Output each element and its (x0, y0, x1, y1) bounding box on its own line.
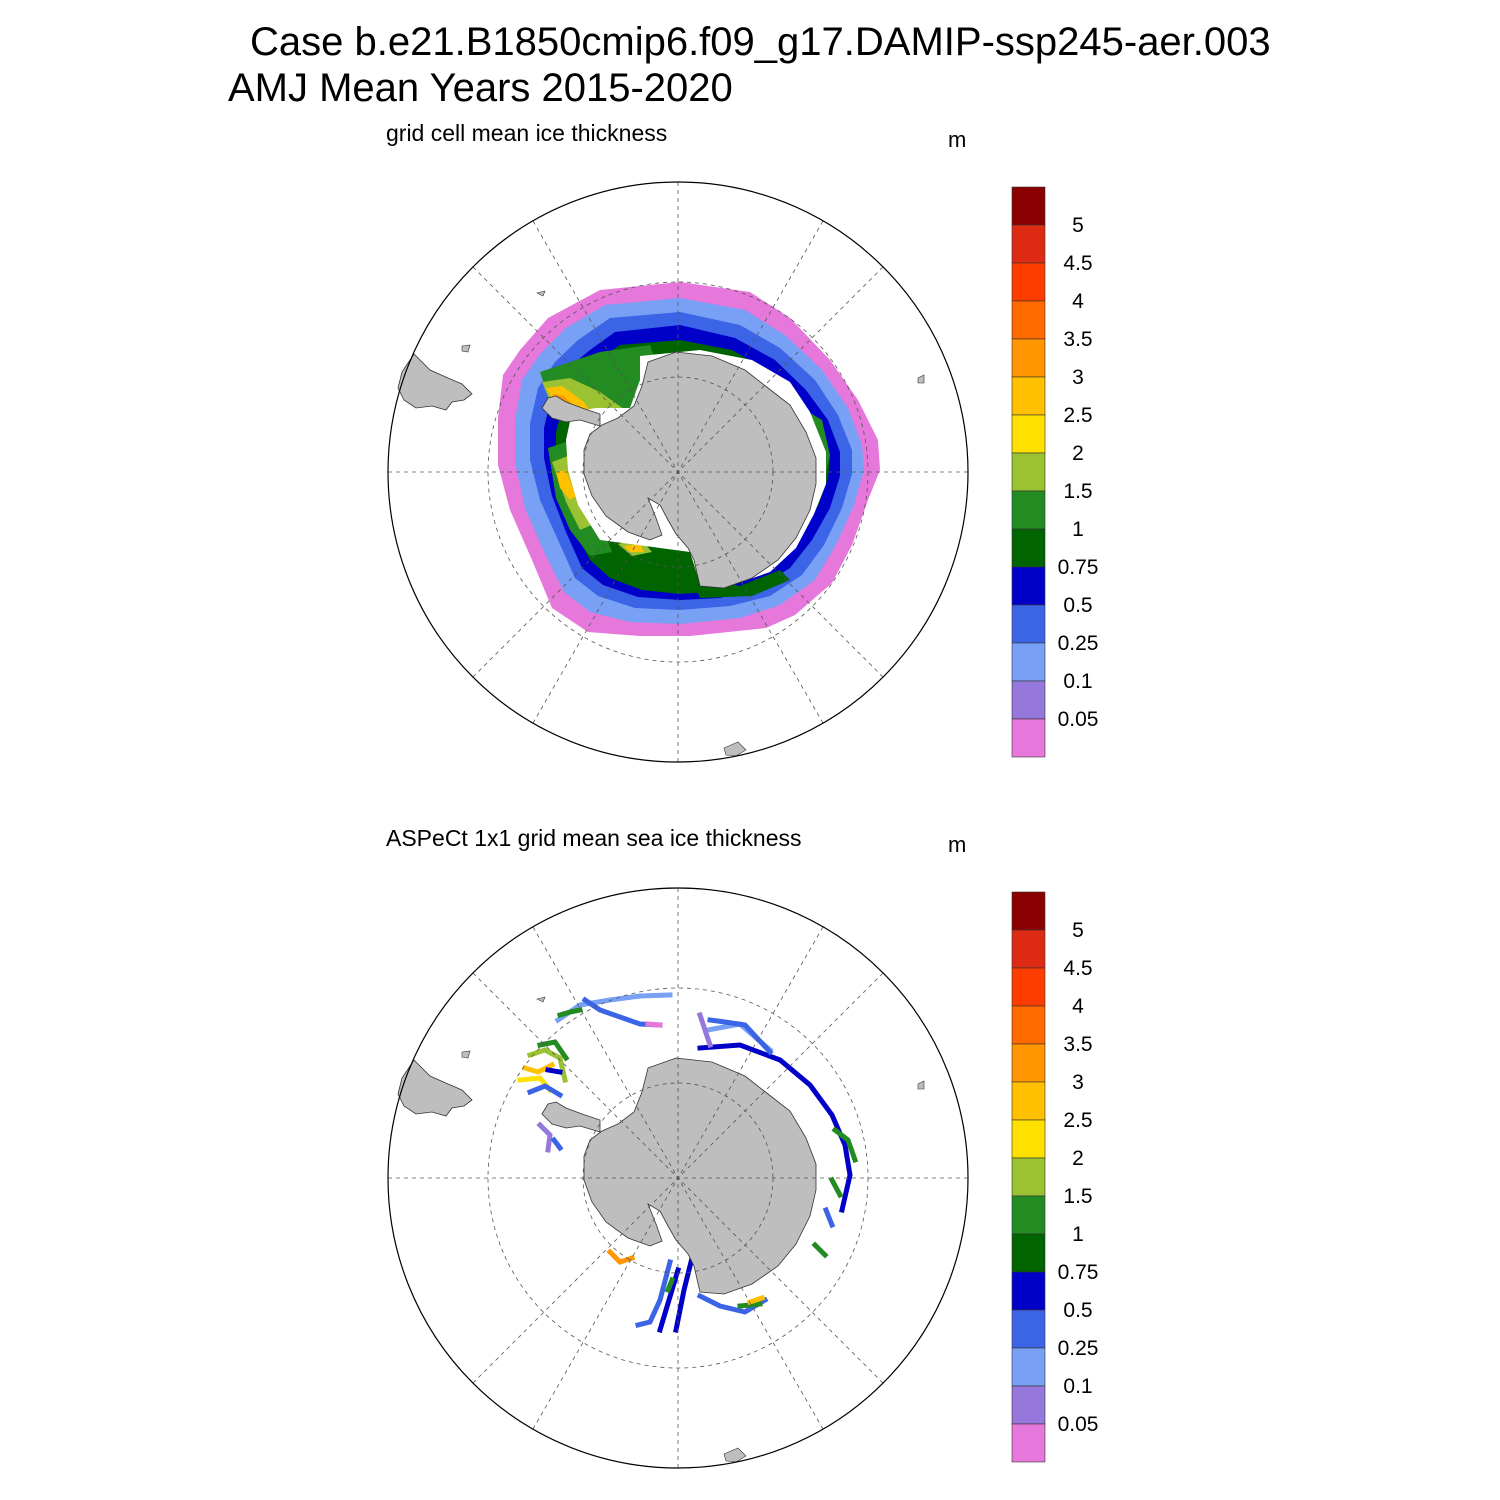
figure-title-period: AMJ Mean Years 2015-2020 (228, 66, 733, 110)
island-south-georgia-obs (536, 996, 546, 1003)
panel1-colorbar-label: 0.75 (1058, 556, 1099, 579)
panel2-colorbar-label: 3 (1072, 1071, 1084, 1094)
panel2-colorbar-label: 5 (1072, 919, 1084, 942)
panel1-colorbar-label: 5 (1072, 214, 1084, 237)
panel1-colorbar-swatch-12 (1011, 642, 1046, 682)
island-south-georgia (536, 290, 546, 297)
panel2-colorbar-swatch-14 (1011, 1423, 1046, 1463)
panel2-colorbar-label: 4 (1072, 995, 1084, 1018)
panel2-colorbar-swatch-8 (1011, 1195, 1046, 1235)
panel1-colorbar-swatch-7 (1011, 452, 1046, 492)
panel2-colorbar-label: 0.5 (1063, 1299, 1092, 1322)
panel1-colorbar-label: 2 (1072, 442, 1084, 465)
panel1-colorbar-label: 1.5 (1063, 480, 1092, 503)
panel1-colorbar-label: 1 (1072, 518, 1084, 541)
panel1-colorbar-swatch-9 (1011, 528, 1046, 568)
obs-track-east-antarctica (696, 1011, 859, 1259)
panel1-colorbar-swatch-1 (1011, 224, 1046, 264)
panel2-map-border (387, 887, 969, 1469)
south-america-landmass (397, 353, 473, 411)
panel2-colorbar-label: 4.5 (1063, 957, 1092, 980)
panel2-colorbar-swatch-6 (1011, 1119, 1046, 1159)
panel2-colorbar-swatch-1 (1011, 929, 1046, 969)
panel1-colorbar-label: 3.5 (1063, 328, 1092, 351)
panel2-colorbar-swatch-9 (1011, 1233, 1046, 1273)
panel2-colorbar-swatch-5 (1011, 1081, 1046, 1121)
panel1-colorbar-label: 0.5 (1063, 594, 1092, 617)
panel2-map (387, 887, 969, 1469)
panel2-colorbar-label: 0.1 (1063, 1375, 1092, 1398)
panel1-colorbar-swatch-2 (1011, 262, 1046, 302)
panel1-colorbar-label: 4.5 (1063, 252, 1092, 275)
panel2-colorbar-swatch-4 (1011, 1043, 1046, 1083)
panel2-colorbar-swatch-13 (1011, 1385, 1046, 1425)
panel1-colorbar: 5 4.5 4 3.5 3 2.5 2 1.5 1 0.75 0.5 0.25 0.1 0.05 (1011, 186, 1099, 758)
panel1-colorbar-swatch-11 (1011, 604, 1046, 644)
panel2-colorbar-swatch-12 (1011, 1347, 1046, 1387)
panel2-colorbar-label: 2 (1072, 1147, 1084, 1170)
panel2-colorbar-label: 1.5 (1063, 1185, 1092, 1208)
island-falklands (461, 344, 471, 353)
panel2-graticule (388, 888, 968, 1468)
ice-east-0.75 (690, 570, 790, 598)
panel1-colorbar-label: 0.1 (1063, 670, 1092, 693)
panel2-colorbar-label: 0.05 (1058, 1413, 1099, 1436)
panel1-colorbar-swatch-8 (1011, 490, 1046, 530)
panel2-colorbar-label: 0.75 (1058, 1261, 1099, 1284)
panel2-colorbar-swatch-10 (1011, 1271, 1046, 1311)
panel1-colorbar-label: 4 (1072, 290, 1084, 313)
island-new-zealand-south-obs (723, 1447, 747, 1463)
panel1-map (387, 181, 969, 763)
island-new-zealand-south (723, 741, 747, 757)
panel2-colorbar-label: 3.5 (1063, 1033, 1092, 1056)
panel1-title: grid cell mean ice thickness (386, 120, 668, 146)
panel1-colorbar-swatch-4 (1011, 338, 1046, 378)
obs-track-weddell (517, 992, 673, 1153)
panel1-colorbar-label: 0.05 (1058, 708, 1099, 731)
panel1-colorbar-label: 3 (1072, 366, 1084, 389)
panel2-colorbar-label: 2.5 (1063, 1109, 1092, 1132)
antarctica-landmass (583, 351, 817, 589)
panel2-colorbar-swatch-0 (1011, 891, 1046, 931)
panel2-colorbar: 5 4.5 4 3.5 3 2.5 2 1.5 1 0.75 0.5 0.25 0.1 0.05 (1011, 891, 1099, 1463)
south-america-landmass-obs (397, 1059, 473, 1117)
panel1-graticule (388, 182, 968, 762)
panel2-colorbar-swatch-2 (1011, 967, 1046, 1007)
panel1-colorbar-swatch-0 (1011, 186, 1046, 226)
panel1-map-border (387, 181, 969, 763)
panel1-colorbar-swatch-5 (1011, 376, 1046, 416)
antarctic-peninsula-obs (541, 1101, 601, 1133)
panel1-colorbar-swatch-3 (1011, 300, 1046, 340)
panel2-title: ASPeCt 1x1 grid mean sea ice thickness (386, 825, 802, 851)
panel2-colorbar-swatch-7 (1011, 1157, 1046, 1197)
panel1-units: m (948, 127, 967, 152)
panel2-units: m (948, 832, 967, 857)
panel1-colorbar-label: 0.25 (1058, 632, 1099, 655)
panel2-colorbar-label: 0.25 (1058, 1337, 1099, 1360)
ice-amundsen-2.5 (556, 470, 576, 500)
panel1-colorbar-swatch-6 (1011, 414, 1046, 454)
antarctica-landmass-obs (583, 1057, 817, 1295)
panel2-colorbar-label: 1 (1072, 1223, 1084, 1246)
obs-track-ross-sea (606, 1248, 769, 1334)
island-kerguelen (917, 374, 925, 384)
panel2-colorbar-swatch-11 (1011, 1309, 1046, 1349)
island-kerguelen-obs (917, 1080, 925, 1090)
figure-title-case: Case b.e21.B1850cmip6.f09_g17.DAMIP-ssp2… (250, 20, 1271, 64)
panel2-colorbar-swatch-3 (1011, 1005, 1046, 1045)
panel1-colorbar-label: 2.5 (1063, 404, 1092, 427)
island-falklands-obs (461, 1050, 471, 1059)
panel1-colorbar-swatch-14 (1011, 718, 1046, 758)
antarctic-peninsula (541, 395, 601, 427)
panel1-colorbar-swatch-10 (1011, 566, 1046, 606)
panel1-colorbar-swatch-13 (1011, 680, 1046, 720)
